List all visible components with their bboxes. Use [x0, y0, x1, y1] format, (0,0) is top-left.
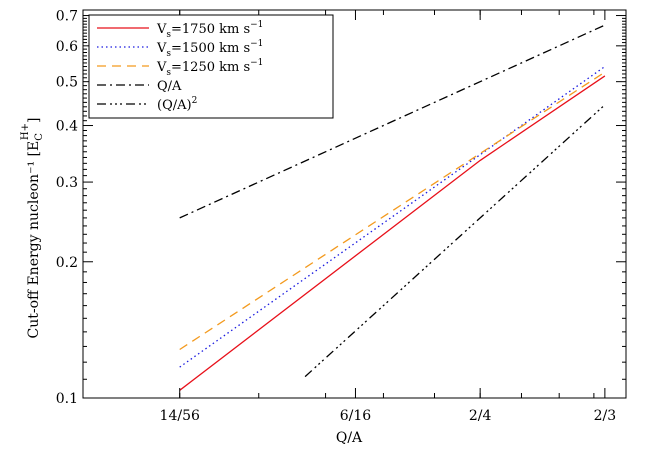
series-line-2 — [179, 65, 606, 368]
y-axis-title-sup: H+ — [20, 123, 31, 140]
legend-label-3: Vs=1250 km s−1 — [156, 58, 263, 78]
x-tick-label: 14/56 — [160, 408, 200, 424]
x-tick-label: 2/3 — [594, 408, 617, 424]
legend: Vs=1750 km s−1Vs=1500 km s−1Vs=1250 km s… — [88, 14, 334, 119]
y-tick-label: 0.4 — [56, 119, 78, 135]
series-line-1 — [179, 75, 606, 391]
y-axis-title: Cut-off Energy nucleon⁻¹ [ECH+] — [20, 118, 45, 339]
axes: 14/56 6/16 2/4 2/3 0.1 0.2 0.3 0.4 0.5 0.6 0.7 — [56, 9, 627, 424]
series-line-5 — [304, 104, 606, 378]
y-tick-label: 0.2 — [56, 255, 78, 271]
x-tick-label: 6/16 — [340, 408, 372, 424]
y-tick-label: 0.5 — [56, 75, 78, 91]
y-tick-label: 0.7 — [56, 9, 78, 25]
y-axis-title-end: ] — [26, 118, 42, 123]
series-line-4 — [179, 24, 606, 219]
x-axis-title: Q/A — [336, 430, 363, 446]
legend-label-2: Vs=1500 km s−1 — [156, 39, 263, 59]
legend-label-1: Vs=1750 km s−1 — [156, 20, 263, 40]
legend-label-4: Q/A — [157, 79, 182, 94]
plot-area — [179, 24, 606, 391]
y-tick-label: 0.1 — [56, 391, 78, 407]
y-tick-label: 0.6 — [56, 39, 78, 55]
y-tick-label: 0.3 — [56, 175, 78, 191]
x-tick-label: 2/4 — [469, 408, 492, 424]
plot-frame — [82, 9, 627, 399]
y-axis-title-sub: C — [34, 133, 45, 141]
legend-box — [88, 14, 334, 119]
y-axis-title-main: Cut-off Energy nucleon⁻¹ [E — [26, 141, 42, 339]
series-line-3 — [179, 71, 606, 351]
legend-label-5: (Q/A)2 — [157, 96, 197, 113]
